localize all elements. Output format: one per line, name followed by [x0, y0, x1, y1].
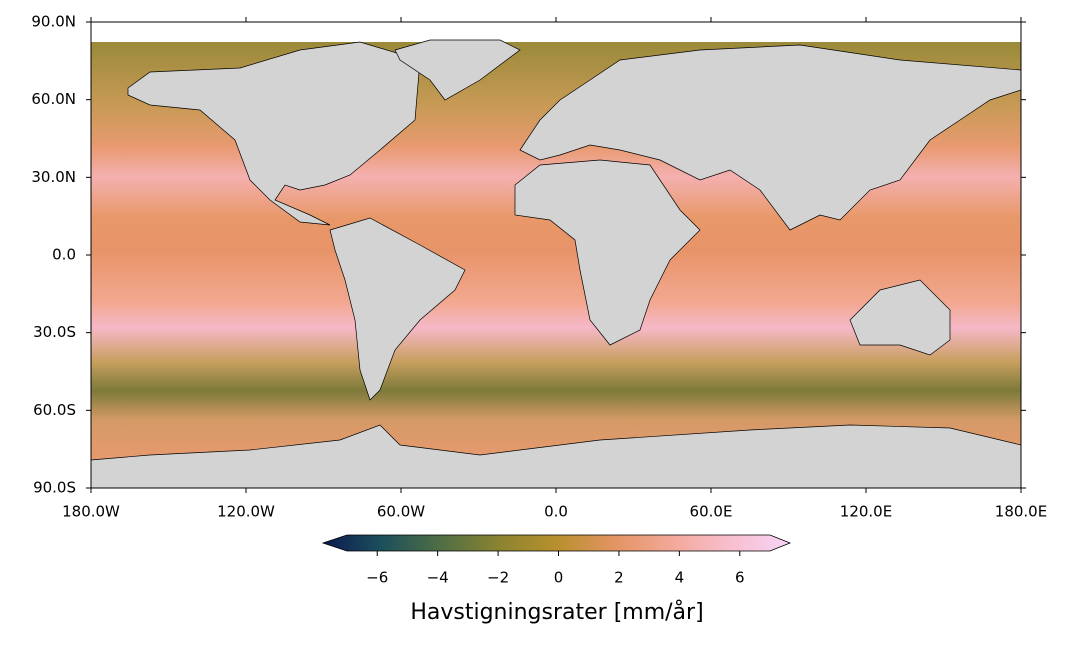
greenland	[394, 39, 521, 101]
colorbar-label: Havstigningsrater [mm/år]	[410, 599, 703, 625]
north-america	[127, 41, 421, 226]
africa	[514, 159, 701, 346]
y-tick-label: 60.0N	[31, 90, 76, 108]
australia	[849, 279, 951, 356]
y-tick-label: 30.0S	[33, 323, 76, 341]
y-tick-label: 30.0N	[31, 168, 76, 186]
colorbar-tick-label: −2	[487, 569, 509, 587]
south-america	[329, 217, 466, 401]
y-tick-label: 90.0N	[31, 13, 76, 31]
colorbar-tick-label: 4	[675, 569, 685, 587]
colorbar	[321, 534, 792, 552]
colorbar-tick-label: 2	[614, 569, 624, 587]
colorbar-tick-label: −4	[427, 569, 449, 587]
antarctica	[91, 424, 1021, 488]
x-tick-label: 180.0W	[62, 503, 120, 521]
y-tick-label: 90.0S	[33, 479, 76, 497]
x-tick-label: 60.0W	[377, 503, 425, 521]
colorbar-tick-label: 0	[554, 569, 564, 587]
x-tick-label: 0.0	[544, 503, 568, 521]
eurasia	[519, 44, 1021, 231]
y-tick-label: 0.0	[52, 246, 76, 264]
map-area	[91, 22, 1021, 488]
x-tick-label: 60.0E	[690, 503, 733, 521]
x-tick-label: 180.0E	[995, 503, 1047, 521]
y-tick-label: 60.0S	[33, 401, 76, 419]
colorbar-tick-label: −6	[366, 569, 388, 587]
x-tick-label: 120.0W	[217, 503, 275, 521]
x-tick-label: 120.0E	[840, 503, 892, 521]
colorbar-tick-label: 6	[735, 569, 745, 587]
